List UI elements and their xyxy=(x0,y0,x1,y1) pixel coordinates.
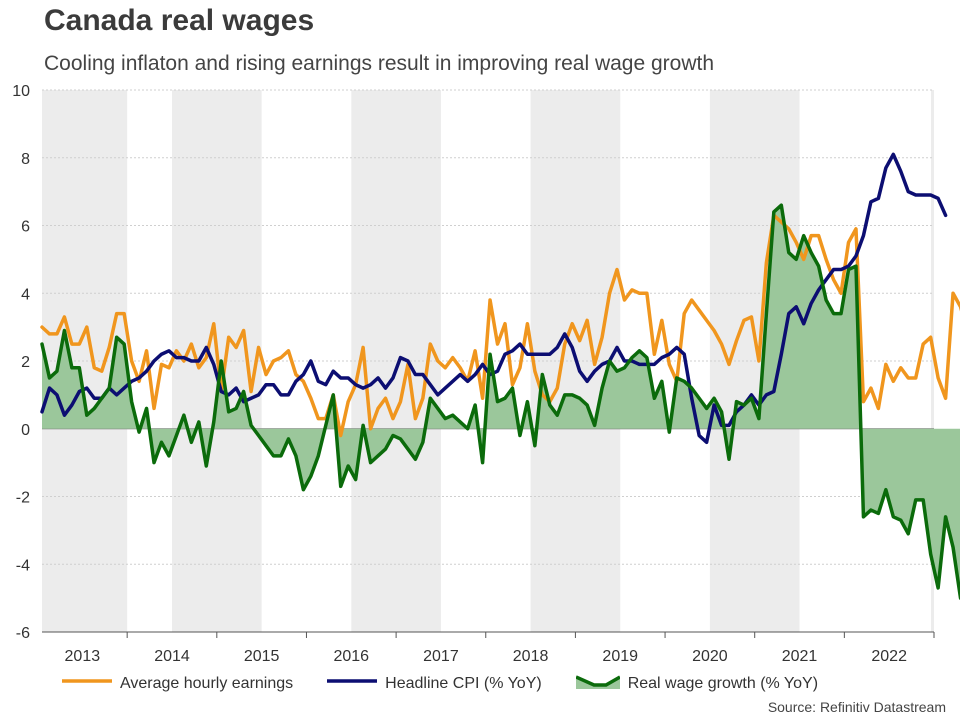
x-tick-label: 2017 xyxy=(423,648,459,665)
y-tick-label: 0 xyxy=(21,422,30,439)
y-tick-label: 2 xyxy=(21,354,30,371)
x-tick-label: 2018 xyxy=(513,648,549,665)
legend-label-cpi: Headline CPI (% YoY) xyxy=(385,674,542,692)
x-tick-label: 2014 xyxy=(154,648,190,665)
chart-title: Canada real wages xyxy=(44,4,315,37)
legend-label-real-wage: Real wage growth (% YoY) xyxy=(627,674,819,692)
x-tick-label: 2016 xyxy=(333,648,369,665)
legend-label-earnings: Average hourly earnings xyxy=(120,674,294,692)
x-tick-label: 2019 xyxy=(602,648,638,665)
y-tick-label: 6 xyxy=(21,219,30,236)
x-tick-label: 2022 xyxy=(871,648,907,665)
chart-subtitle: Cooling inflaton and rising earnings res… xyxy=(44,52,715,75)
real-wage-line xyxy=(40,203,960,600)
legend: Average hourly earnings Headline CPI (% … xyxy=(62,673,852,694)
y-tick-label: 4 xyxy=(21,286,30,303)
y-tick-label: -4 xyxy=(16,557,30,574)
y-tick-label: -6 xyxy=(16,625,30,642)
year-band xyxy=(931,90,934,632)
y-axis-ticks: 10 8 6 4 2 0 -2 -4 -6 xyxy=(12,83,30,642)
legend-item-cpi[interactable]: Headline CPI (% YoY) xyxy=(327,674,542,693)
source-note: Source: Refinitiv Datastream xyxy=(767,699,946,715)
y-tick-label: 8 xyxy=(21,151,30,168)
y-tick-label: -2 xyxy=(16,490,30,507)
x-tick-label: 2020 xyxy=(692,648,728,665)
earnings-line-swatch xyxy=(62,674,112,693)
cpi-line-swatch xyxy=(327,674,378,693)
series-lines xyxy=(40,152,960,600)
x-axis: 2013 2014 2015 2016 2017 2018 2019 2020 2021 2022 xyxy=(42,631,935,665)
x-tick-label: 2021 xyxy=(782,648,818,665)
legend-item-earnings[interactable]: Average hourly earnings xyxy=(62,674,293,693)
x-tick-label: 2015 xyxy=(244,648,280,665)
real-wage-area-swatch xyxy=(574,673,621,694)
x-tick-label: 2013 xyxy=(65,648,101,665)
y-tick-label: 10 xyxy=(12,83,30,100)
legend-item-real-wage[interactable]: Real wage growth (% YoY) xyxy=(574,673,819,694)
